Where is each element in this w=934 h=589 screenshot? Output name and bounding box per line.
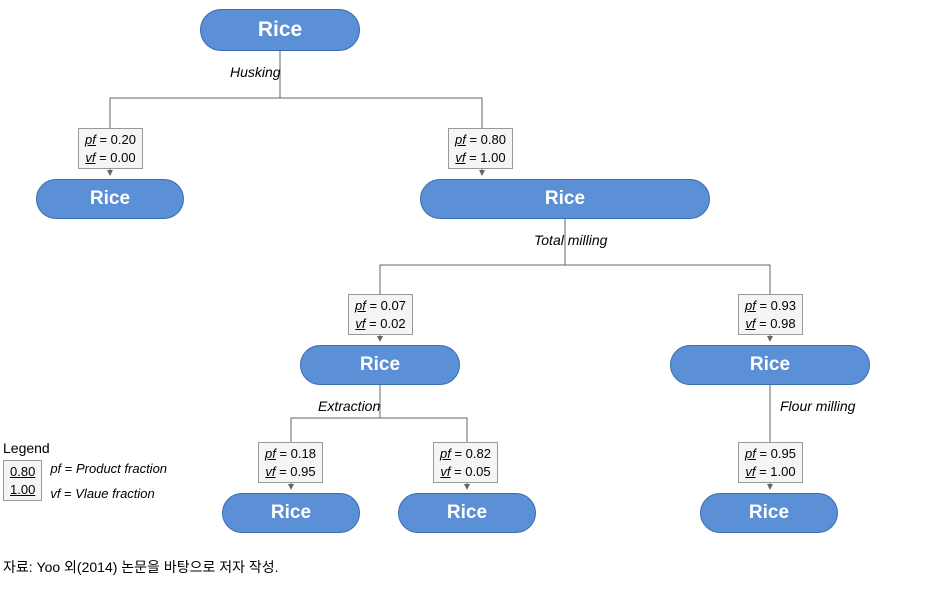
node-label: Rice (750, 354, 790, 376)
node-label: Rice (90, 188, 130, 210)
edge-label-milling: Total milling (534, 232, 607, 248)
legend-example-box: 0.80 1.00 (3, 460, 42, 501)
node-flour-rice: Rice (700, 493, 838, 533)
edge-label-extraction: Extraction (318, 398, 380, 414)
legend-def-pf: pf = Product fraction (50, 461, 167, 476)
edge-label-husking: Husking (230, 64, 281, 80)
node-label: Rice (447, 502, 487, 524)
param-box-mill-left: pf = 0.07vf = 0.02 (348, 294, 413, 335)
legend: Legend 0.80 1.00 pf = Product fraction v… (3, 440, 167, 501)
node-extract-right-rice: Rice (398, 493, 536, 533)
legend-box-vf: 1.00 (10, 481, 35, 499)
node-label: Rice (258, 18, 302, 42)
legend-box-pf: 0.80 (10, 463, 35, 481)
node-husk-left-rice: Rice (36, 179, 184, 219)
node-extract-left-rice: Rice (222, 493, 360, 533)
node-root-rice: Rice (200, 9, 360, 51)
node-husk-right-rice: Rice (420, 179, 710, 219)
node-mill-left-rice: Rice (300, 345, 460, 385)
node-label: Rice (545, 188, 585, 210)
legend-def-vf: vf = Vlaue fraction (50, 486, 167, 501)
source-note: 자료: Yoo 외(2014) 논문을 바탕으로 저자 작성. (3, 557, 279, 577)
param-box-extract-right: pf = 0.82vf = 0.05 (433, 442, 498, 483)
legend-title: Legend (3, 440, 167, 456)
node-label: Rice (360, 354, 400, 376)
node-label: Rice (749, 502, 789, 524)
param-box-husk-right: pf = 0.80vf = 1.00 (448, 128, 513, 169)
node-label: Rice (271, 502, 311, 524)
param-box-husk-left: pf = 0.20vf = 0.00 (78, 128, 143, 169)
param-box-extract-left: pf = 0.18vf = 0.95 (258, 442, 323, 483)
node-mill-right-rice: Rice (670, 345, 870, 385)
param-box-flour: pf = 0.95vf = 1.00 (738, 442, 803, 483)
param-box-mill-right: pf = 0.93vf = 0.98 (738, 294, 803, 335)
edge-label-flour: Flour milling (780, 398, 855, 414)
